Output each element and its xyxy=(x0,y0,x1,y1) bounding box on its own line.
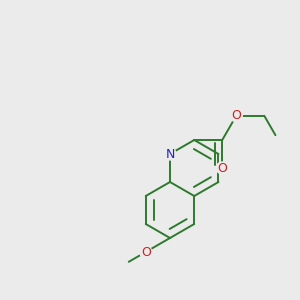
Text: O: O xyxy=(141,245,151,259)
Circle shape xyxy=(230,110,242,122)
Circle shape xyxy=(216,162,228,174)
Text: O: O xyxy=(231,109,241,122)
Circle shape xyxy=(164,148,176,160)
Circle shape xyxy=(140,246,152,258)
Text: N: N xyxy=(165,148,175,160)
Text: O: O xyxy=(217,161,227,175)
